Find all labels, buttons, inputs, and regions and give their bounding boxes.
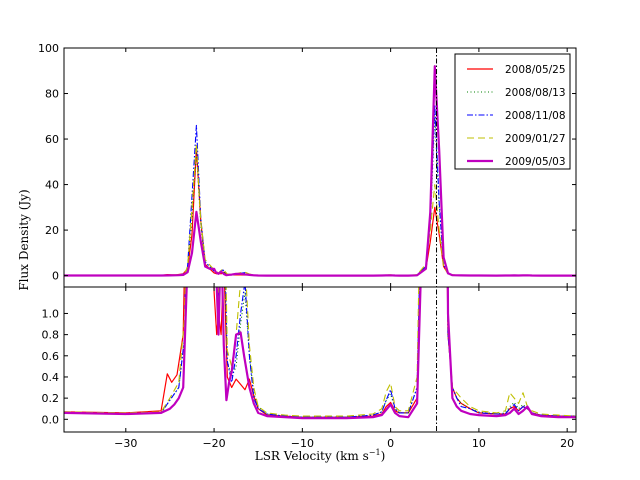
y-axis-title: Flux Density (Jy) (17, 189, 31, 290)
bot-y-tick-label: 0.4 (42, 371, 60, 384)
legend-label-4: 2009/01/27 (505, 133, 566, 145)
x-axis-title: LSR Velocity (km s−1) (255, 448, 386, 463)
x-tick-label: 10 (472, 437, 486, 450)
bot-y-tick-label: 0.2 (42, 392, 60, 405)
top-y-tick-label: 0 (52, 270, 59, 283)
legend: 2008/05/25 2008/08/13 2008/11/08 2009/01/27… (454, 53, 571, 170)
top-y-tick-label: 40 (45, 179, 59, 192)
legend-box (454, 53, 571, 170)
bot-series-line-4 (64, 287, 576, 417)
bottom-panel-border (63, 286, 577, 433)
top-y-tick-label: 100 (38, 42, 59, 55)
bot-y-tick-label: 0.6 (42, 350, 60, 363)
bot-series-line-3 (64, 287, 576, 418)
legend-label-2: 2008/08/13 (505, 87, 566, 99)
bot-y-tick-label: 0.0 (42, 413, 60, 426)
bottom-panel: 0.0 0.2 0.4 0.6 0.8 1.0 (42, 287, 576, 432)
bot-series-line-5 (64, 287, 576, 420)
bot-y-tick-label: 1.0 (42, 307, 60, 320)
x-tick-label: −10 (291, 437, 314, 450)
x-tick-label: −20 (202, 437, 225, 450)
x-tick-label: −30 (114, 437, 137, 450)
x-tick-label: 20 (560, 437, 574, 450)
top-y-tick-label: 20 (45, 224, 59, 237)
bottom-panel-frame (64, 287, 576, 432)
x-tick-label: 0 (387, 437, 394, 450)
top-series-line-5 (64, 65, 576, 277)
top-y-tick-label: 80 (45, 88, 59, 101)
legend-label-1: 2008/05/25 (505, 64, 566, 76)
legend-label-3: 2008/11/08 (505, 110, 566, 122)
bot-y-tick-label: 0.8 (42, 329, 60, 342)
top-y-tick-label: 60 (45, 133, 59, 146)
legend-label-5: 2009/05/03 (505, 156, 566, 168)
